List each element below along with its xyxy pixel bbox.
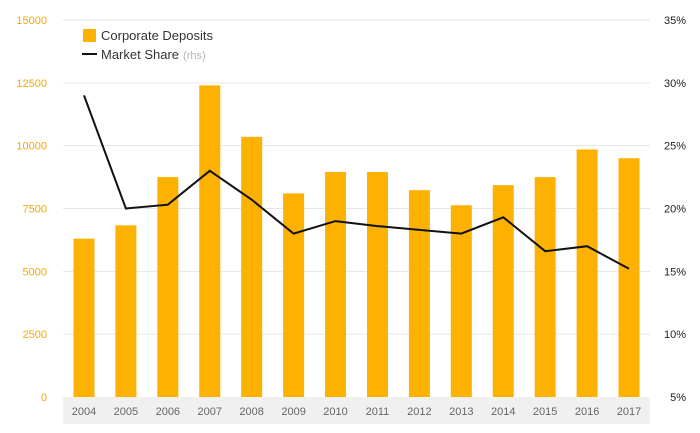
- bar-2016: [576, 149, 598, 397]
- x-axis-tick: 2005: [114, 406, 138, 418]
- x-axis-tick: 2008: [239, 406, 263, 418]
- bar-2004: [73, 238, 95, 397]
- x-axis-tick: 2016: [575, 406, 599, 418]
- left-axis-tick: 7500: [23, 204, 47, 216]
- x-axis-tick: 2004: [72, 406, 96, 418]
- right-axis-tick: 15%: [664, 266, 686, 278]
- legend-line-name: Market Share: [101, 47, 179, 62]
- left-axis-tick: 15000: [16, 15, 47, 27]
- x-axis-tick: 2013: [449, 406, 473, 418]
- legend: Corporate Deposits Market Share (rhs): [82, 28, 213, 62]
- x-axis-tick: 2010: [323, 406, 347, 418]
- bar-2010: [325, 172, 347, 397]
- right-axis-tick: 30%: [664, 78, 686, 90]
- bar-2008: [241, 136, 263, 397]
- bar-2007: [199, 85, 221, 397]
- x-axis: 2004 2005 2006 2007 2008 2009 2010 2011 2012 2013…: [72, 406, 642, 418]
- bar-2013: [450, 205, 472, 397]
- market-share-line: [83, 95, 630, 270]
- bar-series: [73, 85, 640, 397]
- left-axis-tick: 12500: [16, 78, 47, 90]
- legend-bar-label: Corporate Deposits: [101, 28, 213, 43]
- right-axis-tick: 10%: [664, 329, 686, 341]
- bar-2015: [534, 177, 556, 397]
- x-axis-tick: 2011: [366, 406, 390, 418]
- x-axis-band: [63, 397, 650, 424]
- bar-2011: [366, 172, 388, 397]
- bar-2012: [408, 190, 430, 397]
- bar-2009: [283, 193, 305, 397]
- line-points: [83, 95, 630, 269]
- right-axis-tick: 25%: [664, 141, 686, 153]
- bar-2014: [492, 185, 514, 397]
- x-axis-tick: 2009: [281, 406, 305, 418]
- x-axis-tick: 2006: [156, 406, 180, 418]
- left-axis-tick: 0: [41, 392, 47, 404]
- left-axis-tick: 2500: [23, 329, 47, 341]
- x-axis-tick: 2012: [407, 406, 431, 418]
- left-axis-tick: 5000: [23, 266, 47, 278]
- x-axis-tick: 2007: [198, 406, 222, 418]
- x-axis-tick: 2015: [533, 406, 557, 418]
- legend-line-label: Market Share (rhs): [101, 47, 206, 62]
- right-axis-tick: 5%: [670, 392, 686, 404]
- right-axis-tick: 20%: [664, 204, 686, 216]
- left-axis: 0 2500 5000 7500 10000 12500 15000: [16, 15, 47, 404]
- right-axis: 5% 10% 15% 20% 25% 30% 35%: [664, 15, 686, 404]
- bar-2017: [618, 158, 640, 397]
- legend-line-suffix: (rhs): [183, 50, 206, 62]
- bar-2006: [157, 177, 179, 397]
- right-axis-tick: 35%: [664, 15, 686, 27]
- x-axis-tick: 2017: [617, 406, 641, 418]
- left-axis-tick: 10000: [16, 141, 47, 153]
- x-axis-tick: 2014: [491, 406, 515, 418]
- bar-2005: [115, 225, 137, 397]
- legend-bar-swatch: [83, 29, 96, 42]
- gridlines: [63, 19, 650, 335]
